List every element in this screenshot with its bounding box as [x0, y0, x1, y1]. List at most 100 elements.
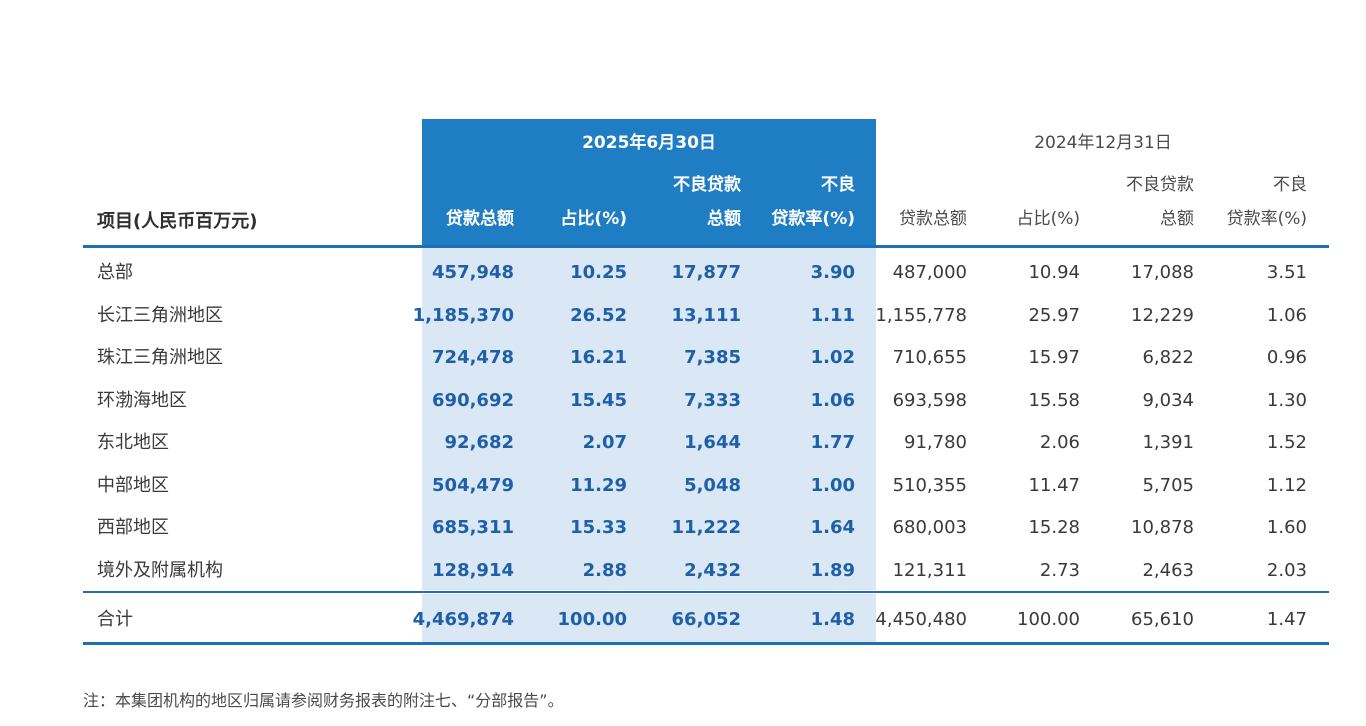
- p2024-header-npl-ratio-line1: 不良: [1273, 175, 1307, 195]
- table-row-5-2024-npl-ratio: 1.52: [1266, 432, 1307, 453]
- table-row-2-2025-npl-ratio: 1.11: [810, 305, 855, 326]
- table-row-8-2024-npl-total: 2,463: [1142, 560, 1194, 581]
- total-row-2025-share-pct: 100.00: [557, 609, 627, 630]
- p2024-header-share-pct-line1: 占比(%): [1016, 209, 1080, 229]
- table-row-6-2024-npl-total: 5,705: [1142, 475, 1194, 496]
- table-row-3-2024-npl-total: 6,822: [1142, 347, 1194, 368]
- table-row-8-2025-loans-total: 128,914: [432, 560, 514, 581]
- table-row-1-2024-npl-ratio: 3.51: [1266, 262, 1307, 283]
- table-row-8-2024-share-pct: 2.73: [1039, 560, 1080, 581]
- table-row-2-2025-npl-total: 13,111: [671, 305, 741, 326]
- table-row-8-label: 境外及附属机构: [97, 560, 223, 581]
- table-row-4-2024-npl-total: 9,034: [1142, 390, 1194, 411]
- p2024-header-loans-total-line1: 贷款总额: [899, 209, 967, 229]
- table-row-4-2024-loans-total: 693,598: [892, 390, 967, 411]
- total-rule: [83, 591, 1329, 593]
- table-row-7-2025-share-pct: 15.33: [570, 517, 627, 538]
- table-row-5-2024-share-pct: 2.06: [1039, 432, 1080, 453]
- total-row-2025-loans-total: 4,469,874: [412, 609, 514, 630]
- table-row-3-2024-loans-total: 710,655: [892, 347, 967, 368]
- p2025-header-npl-ratio-line2: 贷款率(%): [771, 209, 855, 229]
- item-column-header: 项目(人民币百万元): [97, 211, 258, 232]
- table-row-6-2024-npl-ratio: 1.12: [1266, 475, 1307, 496]
- table-row-5-label: 东北地区: [97, 432, 169, 453]
- table-row-6-2025-npl-ratio: 1.00: [810, 475, 855, 496]
- header-rule: [83, 245, 1329, 248]
- total-row-2024-loans-total: 4,450,480: [875, 609, 967, 630]
- table-row-8-2025-npl-ratio: 1.89: [810, 560, 855, 581]
- table-row-5-2025-loans-total: 92,682: [444, 432, 514, 453]
- table-row-4-label: 环渤海地区: [97, 390, 187, 411]
- table-row-6-2025-npl-total: 5,048: [684, 475, 741, 496]
- table-row-6-2025-share-pct: 11.29: [570, 475, 627, 496]
- table-row-2-2024-npl-ratio: 1.06: [1266, 305, 1307, 326]
- table-row-3-2025-npl-ratio: 1.02: [810, 347, 855, 368]
- table-row-2-2025-share-pct: 26.52: [570, 305, 627, 326]
- p2025-header-npl-ratio-line1: 不良: [821, 175, 855, 195]
- table-row-3-2025-share-pct: 16.21: [570, 347, 627, 368]
- footnote: 注：本集团机构的地区归属请参阅财务报表的附注七、“分部报告”。: [83, 691, 564, 710]
- table-row-1-2024-npl-total: 17,088: [1131, 262, 1194, 283]
- header-highlight-2025: [422, 119, 876, 246]
- total-row-2025-npl-total: 66,052: [671, 609, 741, 630]
- table-row-4-2025-share-pct: 15.45: [570, 390, 627, 411]
- table-row-1-2025-loans-total: 457,948: [432, 262, 514, 283]
- table-row-2-2024-npl-total: 12,229: [1131, 305, 1194, 326]
- table-row-3-2025-npl-total: 7,385: [684, 347, 741, 368]
- table-row-7-2024-share-pct: 15.28: [1028, 517, 1080, 538]
- table-row-7-2025-npl-total: 11,222: [671, 517, 741, 538]
- table-row-2-2024-share-pct: 25.97: [1028, 305, 1080, 326]
- total-row-2024-npl-total: 65,610: [1131, 609, 1194, 630]
- table-row-7-label: 西部地区: [97, 517, 169, 538]
- p2024-header-npl-ratio-line2: 贷款率(%): [1226, 209, 1307, 229]
- table-row-1-2025-share-pct: 10.25: [570, 262, 627, 283]
- table-row-1-2024-share-pct: 10.94: [1028, 262, 1080, 283]
- table-row-7-2025-loans-total: 685,311: [432, 517, 514, 538]
- table-row-6-2025-loans-total: 504,479: [432, 475, 514, 496]
- p2024-header-npl-total-line1: 不良贷款: [1126, 175, 1194, 195]
- period-2024-heading: 2024年12月31日: [1034, 133, 1172, 153]
- bottom-rule: [83, 642, 1329, 645]
- table-row-3-2025-loans-total: 724,478: [432, 347, 514, 368]
- table-row-3-label: 珠江三角洲地区: [97, 347, 223, 368]
- table-row-4-2024-npl-ratio: 1.30: [1266, 390, 1307, 411]
- table-row-2-2025-loans-total: 1,185,370: [412, 305, 514, 326]
- table-row-1-label: 总部: [97, 262, 133, 283]
- table-row-2-label: 长江三角洲地区: [97, 305, 223, 326]
- p2025-header-share-pct-line1: 占比(%): [560, 209, 627, 229]
- table-row-1-2025-npl-total: 17,877: [671, 262, 741, 283]
- p2025-header-loans-total-line1: 贷款总额: [446, 209, 514, 229]
- table-row-1-2025-npl-ratio: 3.90: [810, 262, 855, 283]
- table-row-4-2025-npl-total: 7,333: [684, 390, 741, 411]
- table-row-7-2024-npl-total: 10,878: [1131, 517, 1194, 538]
- table-row-3-2024-npl-ratio: 0.96: [1266, 347, 1307, 368]
- table-row-4-2025-loans-total: 690,692: [432, 390, 514, 411]
- total-row-2024-npl-ratio: 1.47: [1266, 609, 1307, 630]
- table-row-5-2024-npl-total: 1,391: [1142, 432, 1194, 453]
- table-row-6-2024-share-pct: 11.47: [1028, 475, 1080, 496]
- p2025-header-npl-total-line1: 不良贷款: [673, 175, 741, 195]
- table-row-4-2024-share-pct: 15.58: [1028, 390, 1080, 411]
- p2024-header-npl-total-line2: 总额: [1160, 209, 1194, 229]
- total-row-2025-npl-ratio: 1.48: [810, 609, 855, 630]
- table-row-8-2025-npl-total: 2,432: [684, 560, 741, 581]
- table-row-4-2025-npl-ratio: 1.06: [810, 390, 855, 411]
- total-row-2024-share-pct: 100.00: [1017, 609, 1080, 630]
- table-row-8-2024-npl-ratio: 2.03: [1266, 560, 1307, 581]
- table-row-2-2024-loans-total: 1,155,778: [875, 305, 967, 326]
- table-row-3-2024-share-pct: 15.97: [1028, 347, 1080, 368]
- table-row-6-label: 中部地区: [97, 475, 169, 496]
- table-row-8-2025-share-pct: 2.88: [582, 560, 627, 581]
- p2025-header-npl-total-line2: 总额: [707, 209, 741, 229]
- table-row-6-2024-loans-total: 510,355: [892, 475, 967, 496]
- table-row-8-2024-loans-total: 121,311: [892, 560, 967, 581]
- period-2025-heading: 2025年6月30日: [582, 133, 716, 153]
- table-row-5-2025-npl-ratio: 1.77: [810, 432, 855, 453]
- table-row-1-2024-loans-total: 487,000: [892, 262, 967, 283]
- table-row-5-2025-npl-total: 1,644: [684, 432, 741, 453]
- table-row-5-2024-loans-total: 91,780: [904, 432, 967, 453]
- table-row-7-2024-loans-total: 680,003: [892, 517, 967, 538]
- table-row-5-2025-share-pct: 2.07: [582, 432, 627, 453]
- body-highlight-2025: [422, 248, 876, 590]
- table-row-7-2024-npl-ratio: 1.60: [1266, 517, 1307, 538]
